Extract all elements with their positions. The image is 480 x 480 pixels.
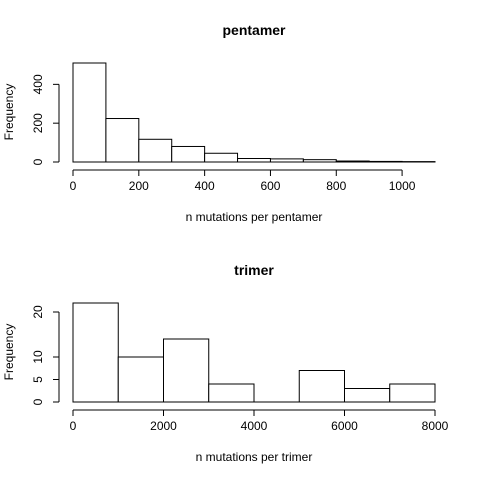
x-tick-label: 1000	[389, 179, 416, 193]
histogram-bar	[237, 158, 271, 163]
y-tick-label: 0	[31, 398, 45, 405]
bars	[72, 302, 436, 403]
y-tick-label: 5	[31, 376, 45, 383]
histogram-bar	[298, 370, 345, 403]
histogram-bar	[117, 356, 164, 403]
x-tick-label: 400	[195, 179, 215, 193]
x-tick-label: 8000	[422, 419, 449, 433]
x-tick-label: 0	[70, 419, 77, 433]
bars	[72, 62, 436, 163]
x-tick-label: 800	[326, 179, 346, 193]
x-tick-label: 2000	[150, 419, 177, 433]
chart-title: pentamer	[222, 22, 286, 38]
histogram-bar	[204, 152, 239, 163]
y-axis-title: Frequency	[2, 84, 16, 141]
x-axis: 0 2000 4000 6000 8000	[70, 409, 449, 433]
x-axis-title: n mutations per pentamer	[186, 210, 323, 224]
histogram-bar	[138, 138, 173, 163]
histogram-bar	[72, 302, 119, 403]
histogram-bar	[389, 383, 436, 403]
histogram-bar	[335, 160, 370, 163]
x-axis-title: n mutations per trimer	[196, 450, 313, 464]
chart-title: trimer	[234, 262, 274, 278]
y-tick-label: 10	[31, 350, 45, 364]
y-tick-label: 0	[31, 158, 45, 165]
x-tick-label: 6000	[331, 419, 358, 433]
x-tick-label: 200	[129, 179, 149, 193]
histogram-bar	[344, 388, 391, 403]
histogram-bar	[269, 158, 304, 163]
y-tick-label: 20	[31, 305, 45, 319]
x-axis: 0 200 400 600 800 1000	[70, 169, 416, 193]
histogram-bar	[72, 62, 107, 163]
y-axis-title: Frequency	[2, 324, 16, 381]
trimer-histogram: trimer n mutations per trimer Frequency …	[2, 262, 449, 464]
histogram-bar	[105, 118, 140, 163]
histogram-bar	[302, 159, 337, 163]
y-tick-label: 400	[31, 74, 45, 94]
histogram-bar	[171, 145, 206, 163]
pentamer-histogram: pentamer n mutations per pentamer Freque…	[2, 22, 436, 224]
histogram-bar	[163, 338, 210, 403]
histogram-bar	[208, 383, 255, 403]
x-tick-label: 4000	[241, 419, 268, 433]
y-tick-label: 200	[31, 113, 45, 133]
x-tick-label: 600	[260, 179, 280, 193]
y-axis: 0 5 10 20	[31, 305, 60, 405]
histogram-bar	[368, 160, 403, 163]
x-tick-label: 0	[70, 179, 77, 193]
y-axis: 0 200 400	[31, 74, 60, 165]
